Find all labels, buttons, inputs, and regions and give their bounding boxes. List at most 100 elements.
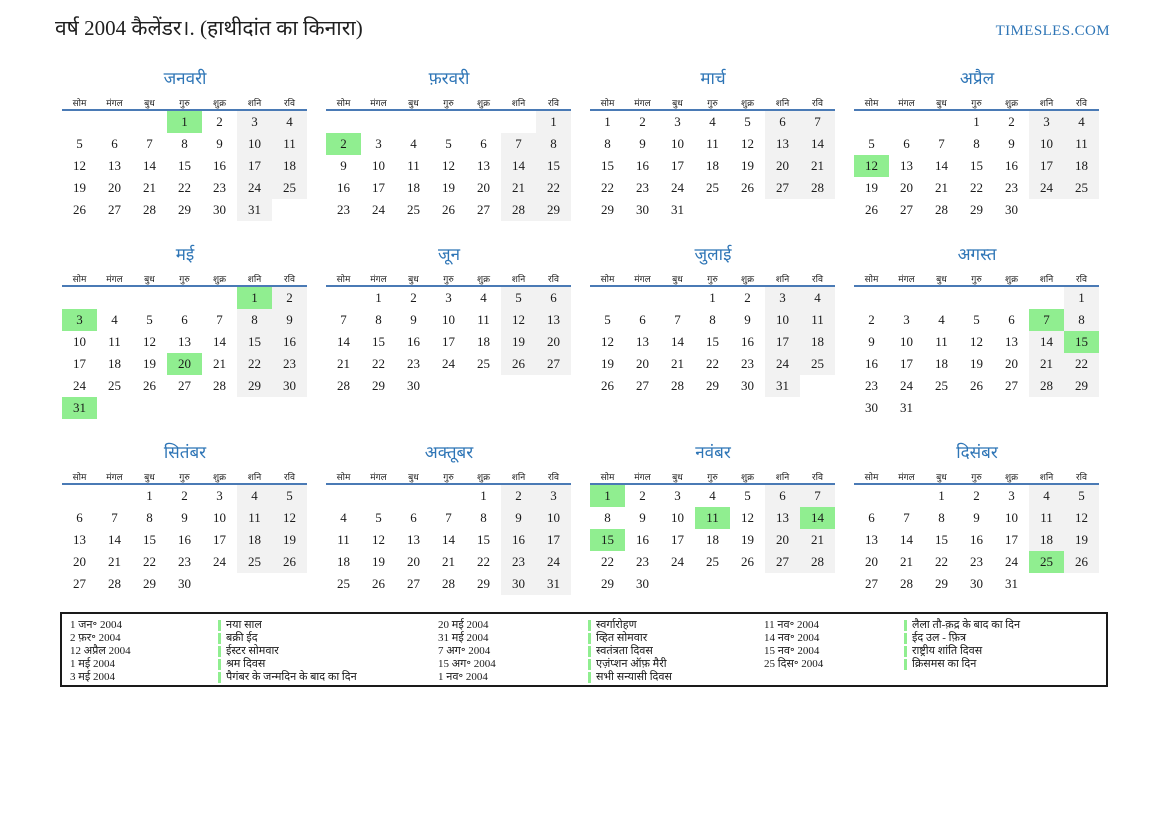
day-cell: 19: [741, 158, 754, 173]
day-cell: 11: [706, 136, 719, 151]
empty-cell: [396, 484, 431, 507]
legend-entry: 1 नव॰ 2004 सभी सन्यासी दिवस: [438, 671, 764, 684]
day-cell: 10: [671, 510, 684, 525]
day-cell: 13: [900, 158, 913, 173]
day-cell: 19: [865, 180, 878, 195]
legend-holiday-name: लैला तौ-क़द्र के बाद का दिन: [904, 619, 1020, 632]
day-cell: 8: [181, 136, 188, 151]
weekday-header: गुरु: [167, 269, 202, 287]
legend-holiday-name: बक्री ईद: [218, 632, 258, 645]
legend-entry: 1 जन॰ 2004 नया साल: [70, 619, 438, 632]
day-cell: 29: [143, 576, 156, 591]
legend-column-2: 20 मई 2004 स्वर्गारोहण 31 मई 2004 व्हित सोम…: [438, 619, 764, 685]
day-cell: 9: [501, 507, 536, 529]
weekday-header: शनि: [1029, 93, 1064, 111]
day-cell: 2: [1008, 114, 1015, 129]
month-title: अगस्त: [957, 245, 997, 264]
day-cell: 6: [76, 510, 83, 525]
day-cell: 12: [854, 155, 889, 177]
day-cell: 15: [970, 158, 983, 173]
day-cell: 29: [601, 576, 614, 591]
day-cell: 13: [73, 532, 86, 547]
empty-cell: [959, 286, 994, 309]
day-cell: 4: [709, 488, 716, 503]
day-cell: 9: [868, 334, 875, 349]
weekday-header: रवि: [536, 269, 571, 287]
legend-date: 1 नव॰ 2004: [438, 671, 488, 683]
day-cell: 21: [501, 177, 536, 199]
day-cell: 17: [213, 532, 226, 547]
legend-holiday-name: नया साल: [218, 619, 262, 632]
day-cell: 18: [477, 334, 490, 349]
day-cell: 3: [903, 312, 910, 327]
weekday-header: शुक्र: [730, 269, 765, 287]
day-cell: 11: [407, 158, 420, 173]
day-cell: 11: [1064, 133, 1099, 155]
day-cell: 21: [800, 155, 835, 177]
month-block-9: सितंबर सोम मंगल बुध गुरु शुक्र शनि रवि 1 2 3 4 5 6 7 8 9…: [62, 442, 308, 642]
legend-holiday-name: पैगंबर के जन्मदिन के बाद का दिन: [218, 671, 357, 684]
weekday-header: शनि: [765, 467, 800, 485]
empty-cell: [237, 397, 272, 419]
day-cell: 8: [604, 510, 611, 525]
day-cell: 27: [900, 202, 913, 217]
day-cell: 31: [671, 202, 684, 217]
weekday-header: गुरु: [959, 467, 994, 485]
day-cell: 14: [143, 158, 156, 173]
legend-date: 20 मई 2004: [438, 619, 489, 631]
day-cell: 15: [590, 529, 625, 551]
day-cell: 22: [1064, 353, 1099, 375]
weekday-header: गुरु: [959, 93, 994, 111]
weekday-header: मंगल: [625, 269, 660, 287]
day-cell: 5: [76, 136, 83, 151]
weekday-header: बुध: [924, 467, 959, 485]
empty-cell: [889, 286, 924, 309]
legend-date: 7 अग॰ 2004: [438, 645, 491, 657]
day-cell: 3: [674, 488, 681, 503]
day-cell: 27: [73, 576, 86, 591]
day-cell: 23: [741, 356, 754, 371]
weekday-header: शुक्र: [994, 467, 1029, 485]
weekday-header: गुरु: [431, 467, 466, 485]
weekday-header: शुक्र: [730, 93, 765, 111]
month-block-12: दिसंबर सोम मंगल बुध गुरु शुक्र शनि रवि 1 2 3 4 5 6 7 8 9…: [854, 442, 1100, 642]
day-cell: 19: [143, 356, 156, 371]
day-cell: 1: [590, 484, 625, 507]
month-block-4: अप्रैल सोम मंगल बुध गुरु शुक्र शनि रवि 1 2 3 4 5 6 7 8 9…: [854, 68, 1100, 244]
day-cell: 5: [445, 136, 452, 151]
day-cell: 27: [108, 202, 121, 217]
month-grid: सोम मंगल बुध गुरु शुक्र शनि रवि 1 2 3 4 5 6 7 8 9 10 11 12…: [62, 93, 307, 221]
day-cell: 25: [706, 554, 719, 569]
month-grid: सोम मंगल बुध गुरु शुक्र शनि रवि 1 2 3 4 5 6 7 8 9 10 11 12…: [590, 93, 835, 221]
weekday-header: बुध: [396, 467, 431, 485]
day-cell: 10: [73, 334, 86, 349]
empty-cell: [501, 110, 536, 133]
legend-holiday-name: क्रिसमस का दिन: [904, 658, 976, 671]
day-cell: 7: [146, 136, 153, 151]
day-cell: 1: [709, 290, 716, 305]
site-link[interactable]: TIMESLES.COM: [995, 23, 1110, 39]
day-cell: 31: [536, 573, 571, 595]
empty-cell: [97, 397, 132, 419]
day-cell: 29: [372, 378, 385, 393]
day-cell: 19: [741, 532, 754, 547]
day-cell: 13: [536, 309, 571, 331]
day-cell: 26: [601, 378, 614, 393]
day-cell: 14: [671, 334, 684, 349]
weekday-header: गुरु: [695, 93, 730, 111]
day-cell: 28: [935, 202, 948, 217]
day-cell: 24: [671, 554, 684, 569]
day-cell: 23: [501, 551, 536, 573]
weekday-header: सोम: [326, 467, 361, 485]
weekday-header: सोम: [326, 93, 361, 111]
empty-cell: [466, 110, 501, 133]
weekday-header: रवि: [800, 467, 835, 485]
day-cell: 8: [480, 510, 487, 525]
day-cell: 27: [636, 378, 649, 393]
day-cell: 22: [237, 353, 272, 375]
day-cell: 1: [604, 114, 611, 129]
day-cell: 10: [671, 136, 684, 151]
legend-date: 31 मई 2004: [438, 632, 489, 644]
day-cell: 22: [536, 177, 571, 199]
day-cell: 29: [706, 378, 719, 393]
